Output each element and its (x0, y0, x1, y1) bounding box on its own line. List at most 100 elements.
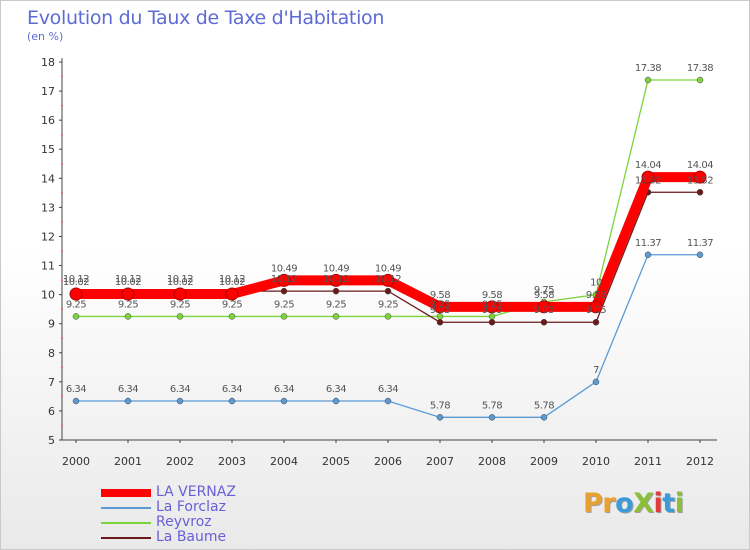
x-tick-label: 2006 (374, 455, 402, 468)
y-minor-tick (61, 133, 63, 136)
y-tick-label: 6 (48, 405, 55, 418)
data-label: 10.12 (323, 274, 349, 285)
data-point (225, 287, 239, 301)
data-point (228, 397, 236, 405)
data-point (384, 287, 392, 295)
data-label: 9.05 (534, 305, 554, 316)
data-point (69, 287, 83, 301)
data-point (641, 170, 655, 184)
data-point (537, 300, 551, 314)
data-label: 6.34 (170, 384, 190, 395)
y-minor-tick (61, 104, 63, 107)
data-label: 10.49 (323, 263, 349, 274)
data-label: 10.12 (375, 274, 401, 285)
data-point (540, 318, 548, 326)
data-label: 10.12 (63, 274, 89, 285)
data-point (592, 378, 600, 386)
data-label: 10.12 (115, 274, 141, 285)
data-point (696, 189, 704, 196)
y-minor-tick (61, 220, 63, 223)
x-tick-label: 2011 (634, 455, 662, 468)
data-label: 6.34 (222, 384, 242, 395)
data-label: 9.25 (222, 299, 242, 310)
data-point (124, 397, 132, 405)
data-point (124, 313, 132, 320)
data-label: 9.25 (66, 299, 86, 310)
data-label: 11.37 (687, 238, 713, 249)
y-tick-label: 13 (41, 201, 55, 214)
legend-label: Reyvroz (156, 514, 212, 530)
data-label: 9.58 (534, 290, 554, 301)
chart-axes: 5 6 7 8 9 10 11 12 13 14 15 16 17 18 2000 2001 2002 2003 2… (41, 56, 717, 468)
y-tick-label: 5 (48, 434, 55, 447)
data-point (433, 300, 447, 314)
data-label: 5.78 (534, 400, 554, 411)
y-minor-tick (61, 366, 63, 369)
data-point (277, 273, 291, 287)
x-tick-label: 2000 (62, 455, 90, 468)
data-point (332, 313, 340, 320)
data-point (280, 313, 288, 320)
x-tick-label: 2010 (582, 455, 610, 468)
data-label: 6.34 (378, 384, 398, 395)
data-point (329, 273, 343, 287)
data-label: 10.12 (167, 274, 193, 285)
data-label: 6.34 (274, 384, 294, 395)
data-point (693, 170, 707, 184)
data-point (696, 251, 704, 259)
y-minor-tick (61, 191, 63, 194)
chart-title: Evolution du Taux de Taxe d'Habitation (27, 7, 385, 29)
y-tick-label: 15 (41, 143, 55, 156)
data-label: 9.58 (482, 290, 502, 301)
data-label: 10.02 (167, 277, 193, 288)
data-point (72, 397, 80, 405)
data-label: 6.34 (118, 384, 138, 395)
data-label: 9.05 (430, 305, 450, 316)
legend-label: La Forclaz (156, 499, 226, 515)
data-label: 14.04 (687, 160, 713, 171)
y-tick-label: 8 (48, 347, 55, 360)
data-point (384, 313, 392, 320)
x-tick-label: 2009 (530, 455, 558, 468)
data-point (488, 318, 496, 326)
x-tick-label: 2004 (270, 455, 298, 468)
data-label: 9.05 (482, 305, 502, 316)
data-label: 10.02 (63, 277, 89, 288)
y-tick-label: 16 (41, 114, 55, 127)
data-label: 14.04 (635, 160, 661, 171)
data-label: 10.02 (115, 277, 141, 288)
data-label: 9.25 (118, 299, 138, 310)
data-label: 6.34 (66, 384, 86, 395)
y-minor-tick (61, 424, 63, 427)
data-point (332, 397, 340, 405)
data-point (540, 414, 548, 421)
data-label: 17.38 (635, 63, 661, 74)
data-point (121, 287, 135, 301)
y-tick-label: 10 (41, 289, 55, 302)
data-label: 10.49 (375, 263, 401, 274)
data-point (592, 318, 600, 326)
data-label: 9.25 (170, 299, 190, 310)
data-label: 10.12 (271, 274, 297, 285)
data-point (72, 313, 80, 320)
proxiti-logo: ProXiti (583, 488, 684, 519)
x-tick-label: 2008 (478, 455, 506, 468)
data-label: 10.49 (271, 263, 297, 274)
y-tick-label: 9 (48, 318, 55, 331)
legend-label: La Baume (156, 529, 227, 545)
data-point (644, 76, 652, 84)
y-tick-label: 17 (41, 85, 55, 98)
data-label: 9.05 (586, 305, 606, 316)
y-minor-tick (61, 162, 63, 165)
data-label: 10.02 (219, 277, 245, 288)
x-tick-label: 2002 (166, 455, 194, 468)
data-label: 13.52 (687, 175, 713, 186)
data-point (644, 251, 652, 259)
data-point (176, 313, 184, 320)
x-tick-label: 2001 (114, 455, 142, 468)
x-tick-label: 2005 (322, 455, 350, 468)
data-label: 17.38 (687, 63, 713, 74)
data-point (436, 414, 444, 421)
data-label: 9.25 (326, 299, 346, 310)
